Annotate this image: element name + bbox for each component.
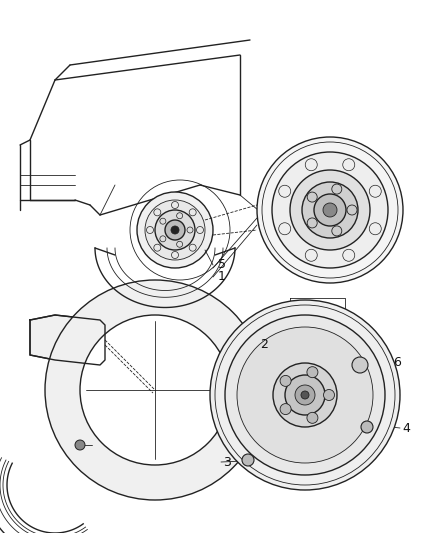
Text: 5: 5 xyxy=(218,259,226,271)
Circle shape xyxy=(75,440,85,450)
Circle shape xyxy=(347,205,357,215)
Circle shape xyxy=(332,184,342,194)
Circle shape xyxy=(295,385,315,405)
Circle shape xyxy=(145,200,205,260)
Circle shape xyxy=(302,182,358,238)
Circle shape xyxy=(307,192,317,202)
Circle shape xyxy=(301,391,309,399)
Circle shape xyxy=(307,367,318,378)
Circle shape xyxy=(137,192,213,268)
Circle shape xyxy=(155,210,195,250)
Circle shape xyxy=(257,137,403,283)
Circle shape xyxy=(272,152,388,268)
Circle shape xyxy=(165,220,185,240)
Circle shape xyxy=(273,363,337,427)
Circle shape xyxy=(323,203,337,217)
Circle shape xyxy=(307,413,318,423)
Circle shape xyxy=(285,375,325,415)
Circle shape xyxy=(225,315,385,475)
Circle shape xyxy=(80,315,230,465)
Circle shape xyxy=(171,226,179,234)
Circle shape xyxy=(352,357,368,373)
Circle shape xyxy=(290,170,370,250)
Circle shape xyxy=(307,218,317,228)
Circle shape xyxy=(280,375,291,386)
Circle shape xyxy=(314,194,346,226)
Circle shape xyxy=(45,280,265,500)
Polygon shape xyxy=(30,315,105,365)
Circle shape xyxy=(242,454,254,466)
Circle shape xyxy=(324,390,335,400)
Circle shape xyxy=(237,327,373,463)
Text: 4: 4 xyxy=(402,422,410,434)
Circle shape xyxy=(280,403,291,415)
Circle shape xyxy=(210,300,400,490)
Text: 2: 2 xyxy=(260,338,268,351)
Text: 3: 3 xyxy=(223,456,231,469)
Text: 6: 6 xyxy=(393,356,401,368)
Text: 1: 1 xyxy=(218,271,226,284)
Circle shape xyxy=(361,421,373,433)
Circle shape xyxy=(332,226,342,236)
